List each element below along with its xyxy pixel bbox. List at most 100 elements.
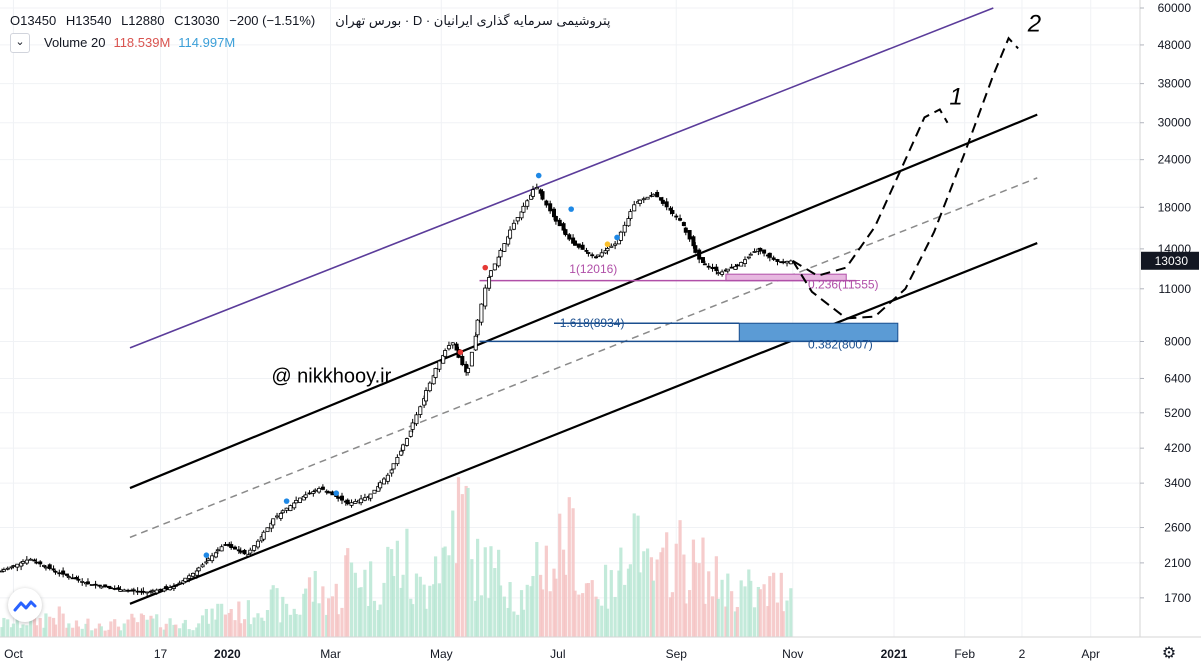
candle-body [404,438,409,446]
symbol-title[interactable]: پتروشیمی سرمایه گذاری ایرانیان · D · بور… [335,13,611,28]
candle-body [658,197,663,201]
volume-bar [15,616,19,637]
candle-body [210,555,215,562]
volume-bar [302,593,306,637]
volume-bar [645,548,650,637]
volume-bar [558,513,562,637]
volume-bar [590,580,594,637]
time-axis[interactable]: Oct 17 2020 Mar May Jul Sep Nov 2021 Feb 2 Apr [0,636,1201,661]
volume-bar [386,546,390,637]
last-price-label: 13030 [1155,254,1189,268]
candle-body [311,491,316,494]
volume-bar [752,607,757,637]
volume-bar [418,576,422,637]
change-value: −200 (−1.51%) [229,13,316,28]
channel-line-upper [129,113,1038,490]
volume-bar [340,607,344,637]
candle-body [788,260,793,265]
candle-body [762,249,767,254]
candle-body [118,589,123,592]
candle-body [716,272,721,275]
volume-bar [470,559,474,637]
volume-bar [344,555,348,637]
volume-bar [109,621,113,637]
candle-body [743,259,748,264]
volume-bar [600,605,604,637]
price-tick-label: 48000 [1158,38,1192,52]
volume-bar [613,596,617,637]
chart-grid [0,0,1140,637]
volume-bar [136,622,140,637]
gear-icon[interactable]: ⚙ [1161,645,1177,662]
channel-line-lower [129,242,1038,605]
volume-bar [155,614,159,637]
volume-bar [460,494,464,637]
candle-body [632,204,637,212]
candle-body [116,587,121,590]
candle-body [43,566,48,569]
candle-body [353,501,358,504]
volume-bar [9,627,14,637]
candle-body [275,515,280,518]
volume-bar [294,614,298,637]
tradingview-logo-icon[interactable] [8,588,42,622]
volume-bar [346,548,350,637]
candle-body [38,561,43,565]
candle-body [196,567,201,572]
volume-bar [720,579,724,637]
volume-bar [563,574,568,637]
volume-bar [422,584,426,637]
volume-bar [464,485,468,637]
candle-body [215,549,220,552]
time-tick-label: 2 [1019,647,1026,661]
volume-bar [433,556,438,637]
candle-body [303,494,308,498]
volume-bar [237,601,241,637]
volume-bar [19,627,23,637]
volume-bar [74,620,79,637]
volume-bar [758,589,762,637]
volume-label[interactable]: Volume 20 [44,35,106,50]
price-tick-label: 60000 [1158,1,1192,15]
volume-bar [584,583,589,637]
price-axis[interactable]: 1700210026003400420052006400800011000140… [1139,0,1199,637]
candle-body [595,254,600,258]
candle-body [326,491,331,494]
fib-label: 0.236(11555) [808,278,879,292]
candle-body [11,565,16,567]
candle-body [700,257,705,263]
candle-body [238,550,243,553]
volume-bar [401,574,405,637]
time-tick-label: Sep [666,647,688,661]
volume-bar [638,572,642,637]
candle-body [511,222,516,230]
candle-body [758,247,763,252]
volume-bar [424,608,428,637]
candle-body [395,457,400,465]
candle-body [576,243,581,248]
candle-body [99,585,104,589]
time-tick-label: 17 [154,647,168,661]
candle-body [586,252,591,254]
volume-bar [739,580,743,637]
candle-body [645,196,650,200]
candle-body [530,189,535,197]
volume-bar [6,619,10,637]
volume-bar [766,606,770,637]
candle-body [284,507,289,511]
chevron-down-icon[interactable]: ⌄ [10,33,30,53]
signal-marker [283,498,290,504]
volume-bar [487,598,491,637]
volume-bar [581,593,585,637]
volume-bar [162,629,166,637]
candle-body [767,252,772,258]
volume-bar [284,603,289,637]
volume-bar [118,630,123,637]
candle-body [540,191,545,200]
volume-bar [594,596,598,637]
volume-bar [357,587,361,637]
time-tick-label: Jul [550,647,565,661]
annotations: 1 2 @ nikkhooy.ir [203,11,1041,558]
volume-bar [32,613,37,637]
